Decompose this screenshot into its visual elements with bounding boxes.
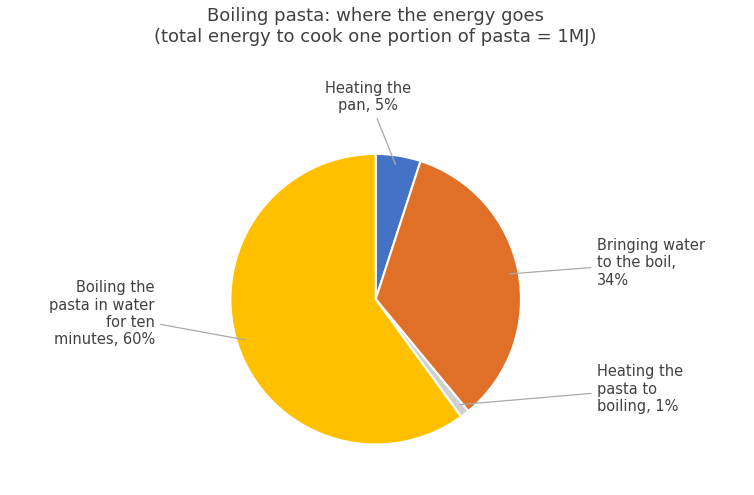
Wedge shape xyxy=(375,154,421,299)
Text: Heating the
pan, 5%: Heating the pan, 5% xyxy=(326,81,412,165)
Text: Boiling the
pasta in water
for ten
minutes, 60%: Boiling the pasta in water for ten minut… xyxy=(50,280,246,347)
Wedge shape xyxy=(375,161,521,411)
Text: Bringing water
to the boil,
34%: Bringing water to the boil, 34% xyxy=(510,238,704,288)
Wedge shape xyxy=(231,154,461,445)
Text: Heating the
pasta to
boiling, 1%: Heating the pasta to boiling, 1% xyxy=(461,364,682,414)
Wedge shape xyxy=(375,299,468,417)
Title: Boiling pasta: where the energy goes
(total energy to cook one portion of pasta : Boiling pasta: where the energy goes (to… xyxy=(155,7,597,46)
